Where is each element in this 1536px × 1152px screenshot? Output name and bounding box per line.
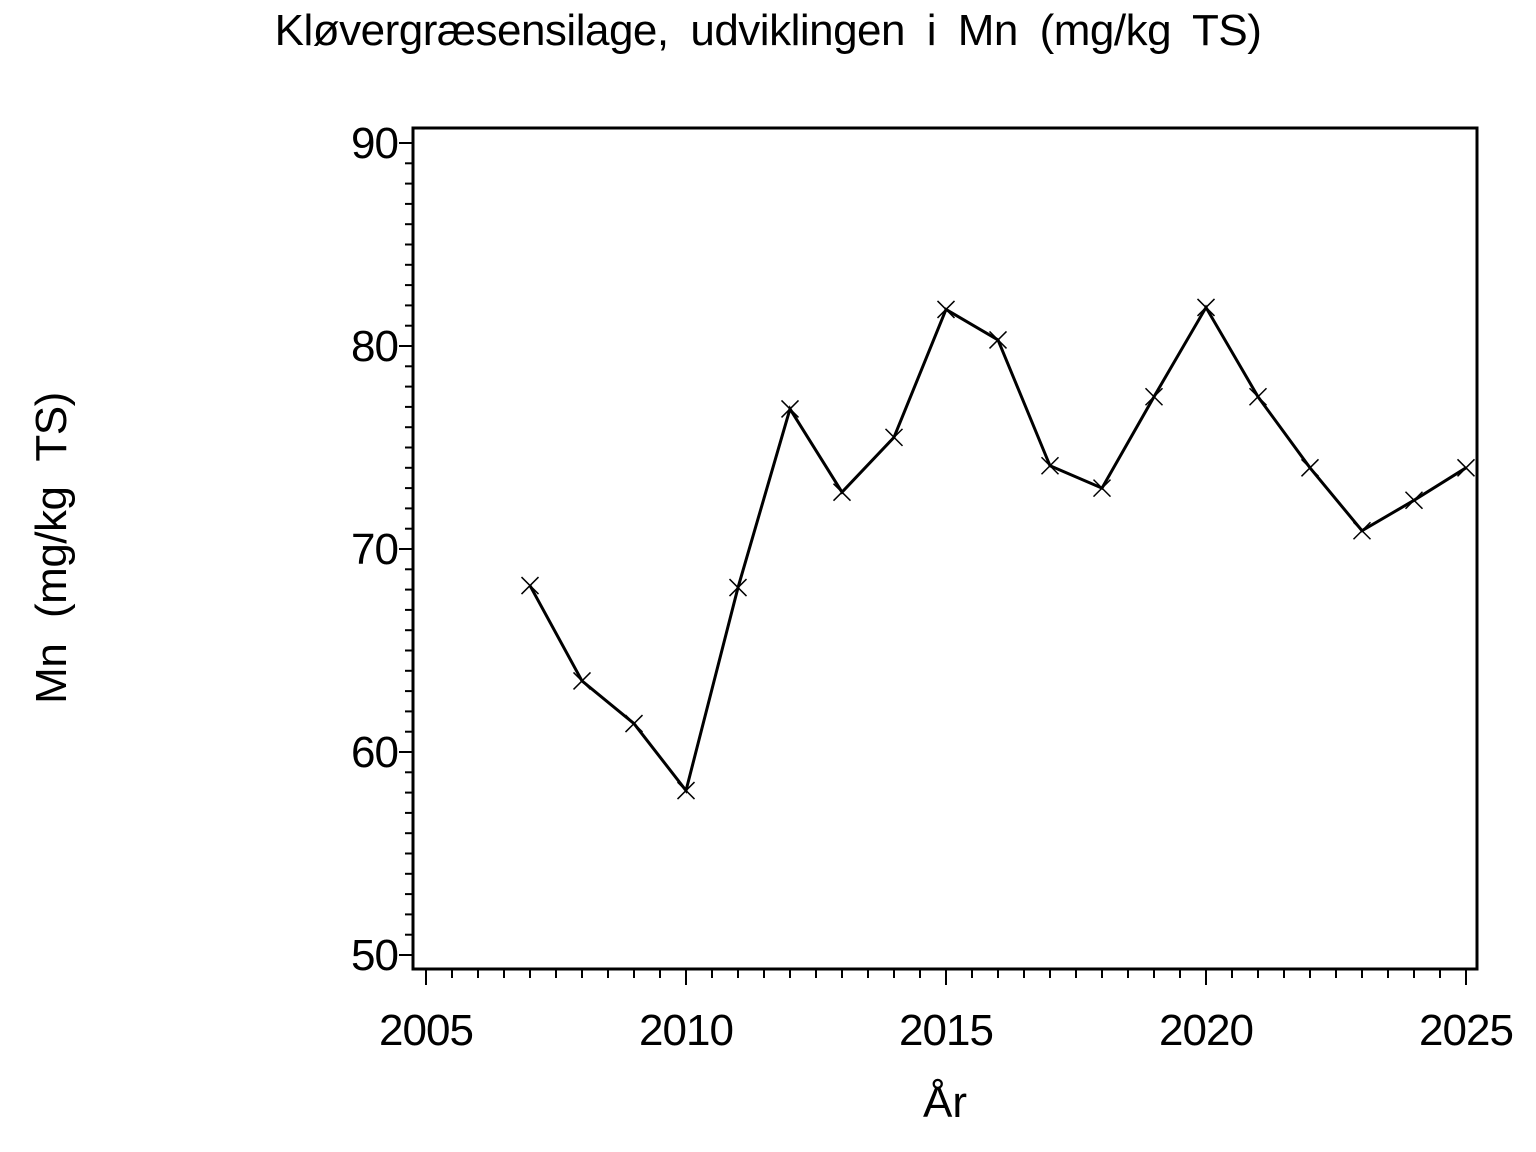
data-point-marker — [1456, 458, 1476, 477]
data-point-marker — [624, 714, 644, 733]
x-tick-label: 2020 — [1159, 1006, 1253, 1055]
x-tick-label: 2015 — [899, 1006, 993, 1055]
y-tick-label: 50 — [351, 931, 398, 980]
y-tick-label: 60 — [351, 728, 398, 777]
data-point-marker — [1248, 387, 1268, 406]
data-point-marker — [520, 576, 540, 595]
data-point-marker — [676, 781, 696, 800]
x-tick-label: 2025 — [1419, 1006, 1513, 1055]
data-point-marker — [1040, 456, 1060, 475]
x-axis-label: År — [923, 1078, 967, 1127]
chart-title: Kløvergræsensilage, udviklingen i Mn (mg… — [274, 6, 1262, 55]
data-point-marker — [936, 300, 956, 319]
data-point-marker — [1352, 521, 1372, 540]
x-tick-label: 2005 — [379, 1006, 473, 1055]
y-tick-label: 90 — [351, 119, 398, 168]
data-point-marker — [832, 483, 852, 502]
x-axis-label-row: År — [0, 1078, 1536, 1128]
data-point-marker — [728, 578, 748, 597]
data-point-marker — [1300, 458, 1320, 477]
data-point-marker — [780, 399, 800, 418]
data-point-marker — [1196, 298, 1216, 317]
y-tick-label: 80 — [351, 322, 398, 371]
data-point-marker — [1404, 491, 1424, 510]
data-point-marker — [572, 671, 592, 690]
data-point-marker — [1144, 387, 1164, 406]
data-point-marker — [884, 428, 904, 447]
x-tick-label: 2010 — [639, 1006, 733, 1055]
data-point-marker — [988, 330, 1008, 349]
plot-frame — [411, 126, 1479, 971]
data-point-marker — [1092, 479, 1112, 498]
y-tick-label: 70 — [351, 525, 398, 574]
series-line — [528, 304, 1467, 794]
